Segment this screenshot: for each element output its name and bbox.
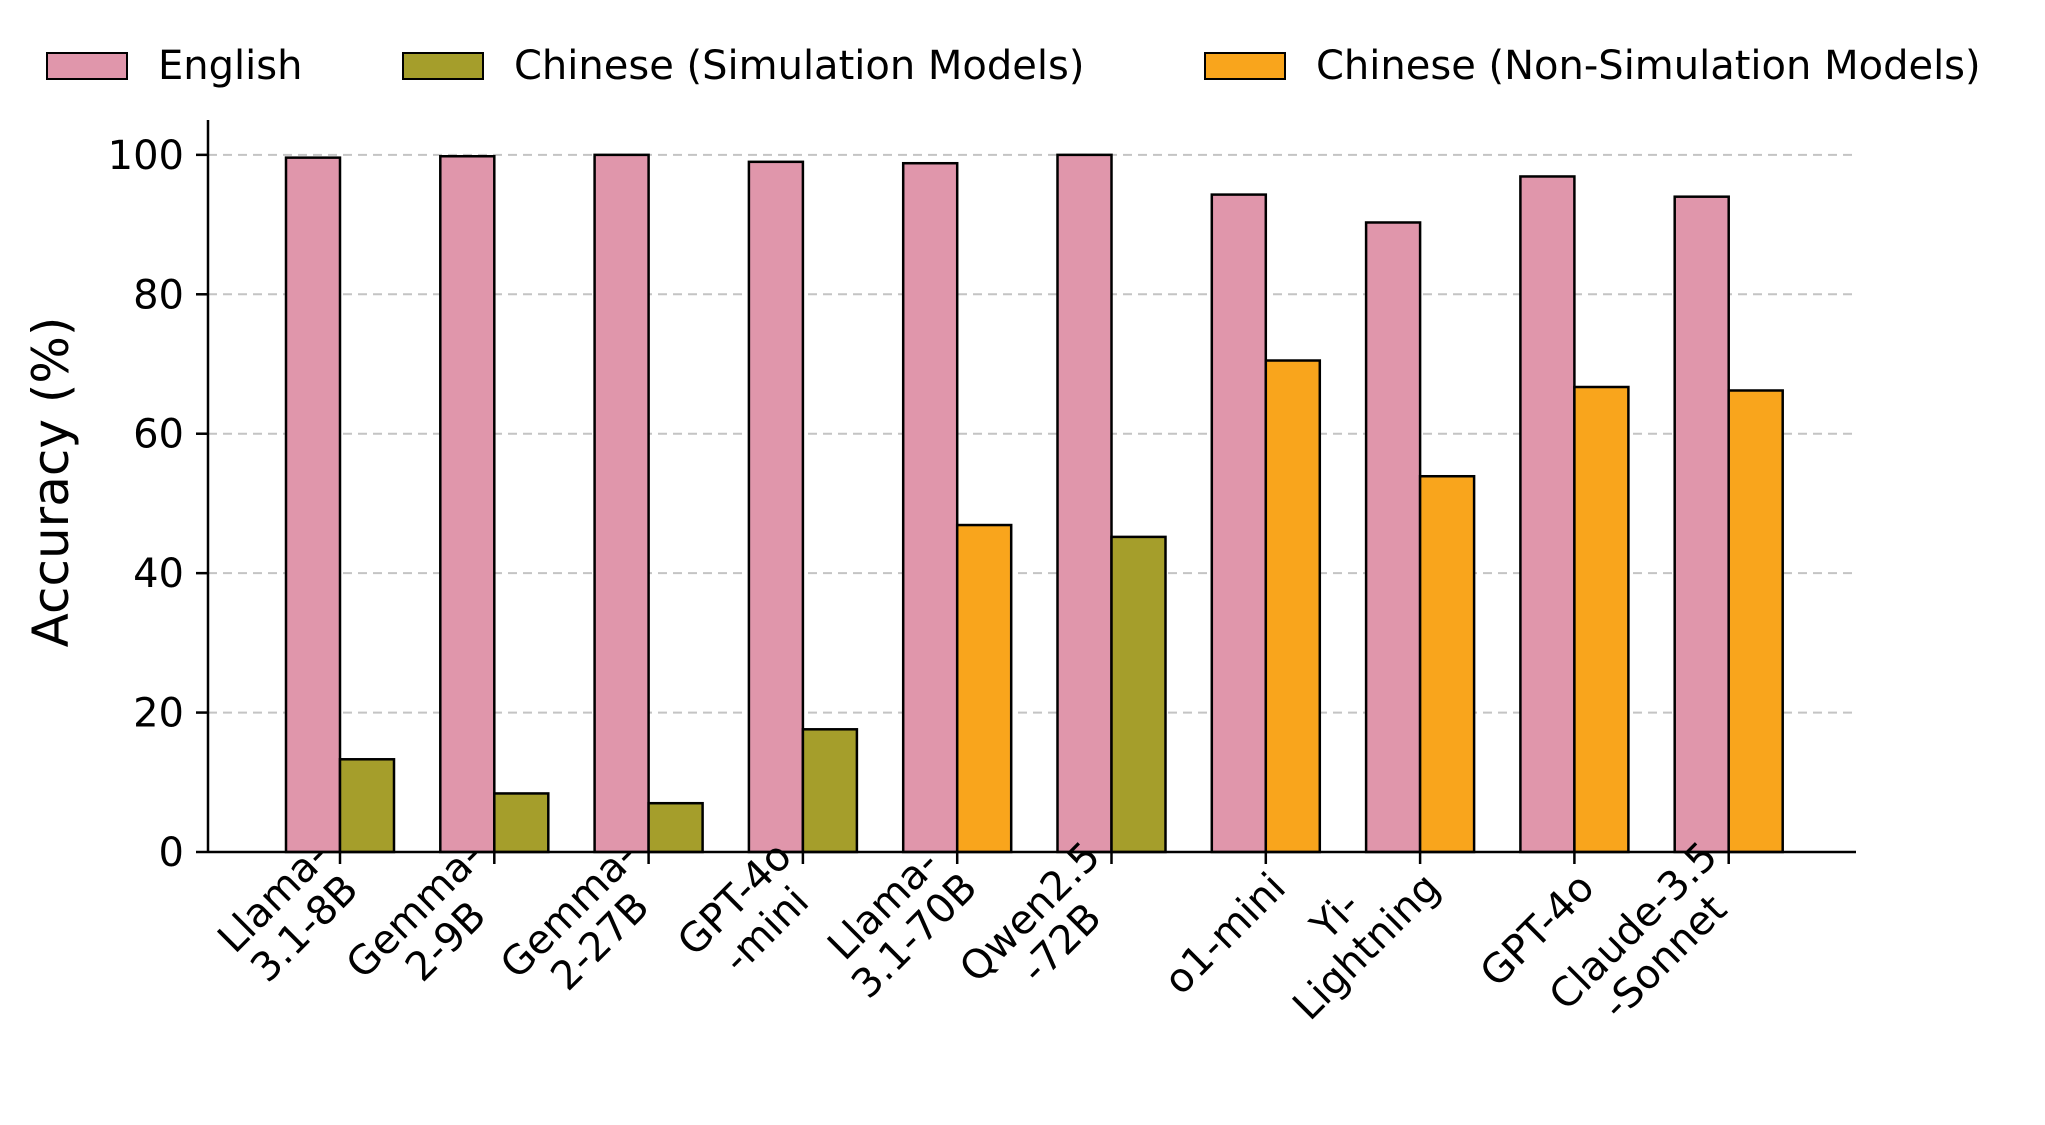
bar-chinese <box>1573 385 1630 854</box>
x-tick-label-text: GPT-4o-mini <box>669 833 832 996</box>
x-tick-label-text: Llama-3.1-70B <box>812 833 986 1007</box>
x-tick-label: Llama-3.1-8B <box>209 833 369 993</box>
y-tick-label: 40 <box>133 551 184 597</box>
legend-label-chinese-non-simulation: Chinese (Non-Simulation Models) <box>1316 43 1981 89</box>
bar-chinese <box>338 758 396 854</box>
x-tick-label: Llama-3.1-70B <box>812 833 986 1008</box>
axes <box>196 120 1856 864</box>
x-tick-label-text: Claude-3.5-Sonnet <box>1541 833 1758 1050</box>
x-tick-label: GPT-4o-mini <box>669 833 832 996</box>
bar-chinese <box>955 523 1013 854</box>
bar-english <box>1673 195 1730 854</box>
bar-english <box>1364 221 1422 854</box>
y-tick-label: 80 <box>133 272 184 318</box>
bar-english <box>439 155 496 854</box>
bar-chinese <box>1418 474 1476 854</box>
y-axis-label: Accuracy (%) <box>22 317 80 648</box>
legend-item-english: English <box>46 42 302 90</box>
bar-english <box>284 156 342 854</box>
x-tick-label-text: o1-mini <box>1156 864 1295 1003</box>
bar-chinese <box>1727 389 1784 854</box>
x-tick-label: o1-mini <box>1156 864 1295 1003</box>
legend-swatch-chinese-non-simulation <box>1204 52 1286 80</box>
bar-english <box>1056 153 1113 854</box>
bar-chinese <box>1264 359 1322 854</box>
legend-item-chinese-non-simulation: Chinese (Non-Simulation Models) <box>1204 42 1981 90</box>
x-tick-label: Claude-3.5-Sonnet <box>1541 833 1758 1050</box>
legend-item-chinese-simulation: Chinese (Simulation Models) <box>402 42 1084 90</box>
y-tick-label: 100 <box>108 133 184 179</box>
bars <box>284 153 1784 854</box>
legend: English Chinese (Simulation Models) Chin… <box>0 0 2045 110</box>
legend-swatch-chinese-simulation <box>402 52 484 80</box>
bar-chinese <box>801 728 859 854</box>
x-tick-label-text: Llama-3.1-8B <box>209 833 369 993</box>
legend-label-english: English <box>158 43 303 89</box>
legend-label-chinese-simulation: Chinese (Simulation Models) <box>514 43 1085 89</box>
bar-english <box>1519 175 1576 854</box>
bar-english <box>901 161 959 854</box>
bar-english <box>593 153 650 854</box>
y-tick-label: 20 <box>133 691 184 737</box>
bar-english <box>747 160 805 854</box>
bar-english <box>1210 193 1268 854</box>
legend-swatch-english <box>46 52 128 80</box>
y-tick-label: 60 <box>133 412 184 458</box>
bar-chinese <box>493 792 550 854</box>
bar-chinese <box>647 801 704 854</box>
y-tick-label: 0 <box>159 830 184 876</box>
bar-chinese <box>1110 535 1167 854</box>
